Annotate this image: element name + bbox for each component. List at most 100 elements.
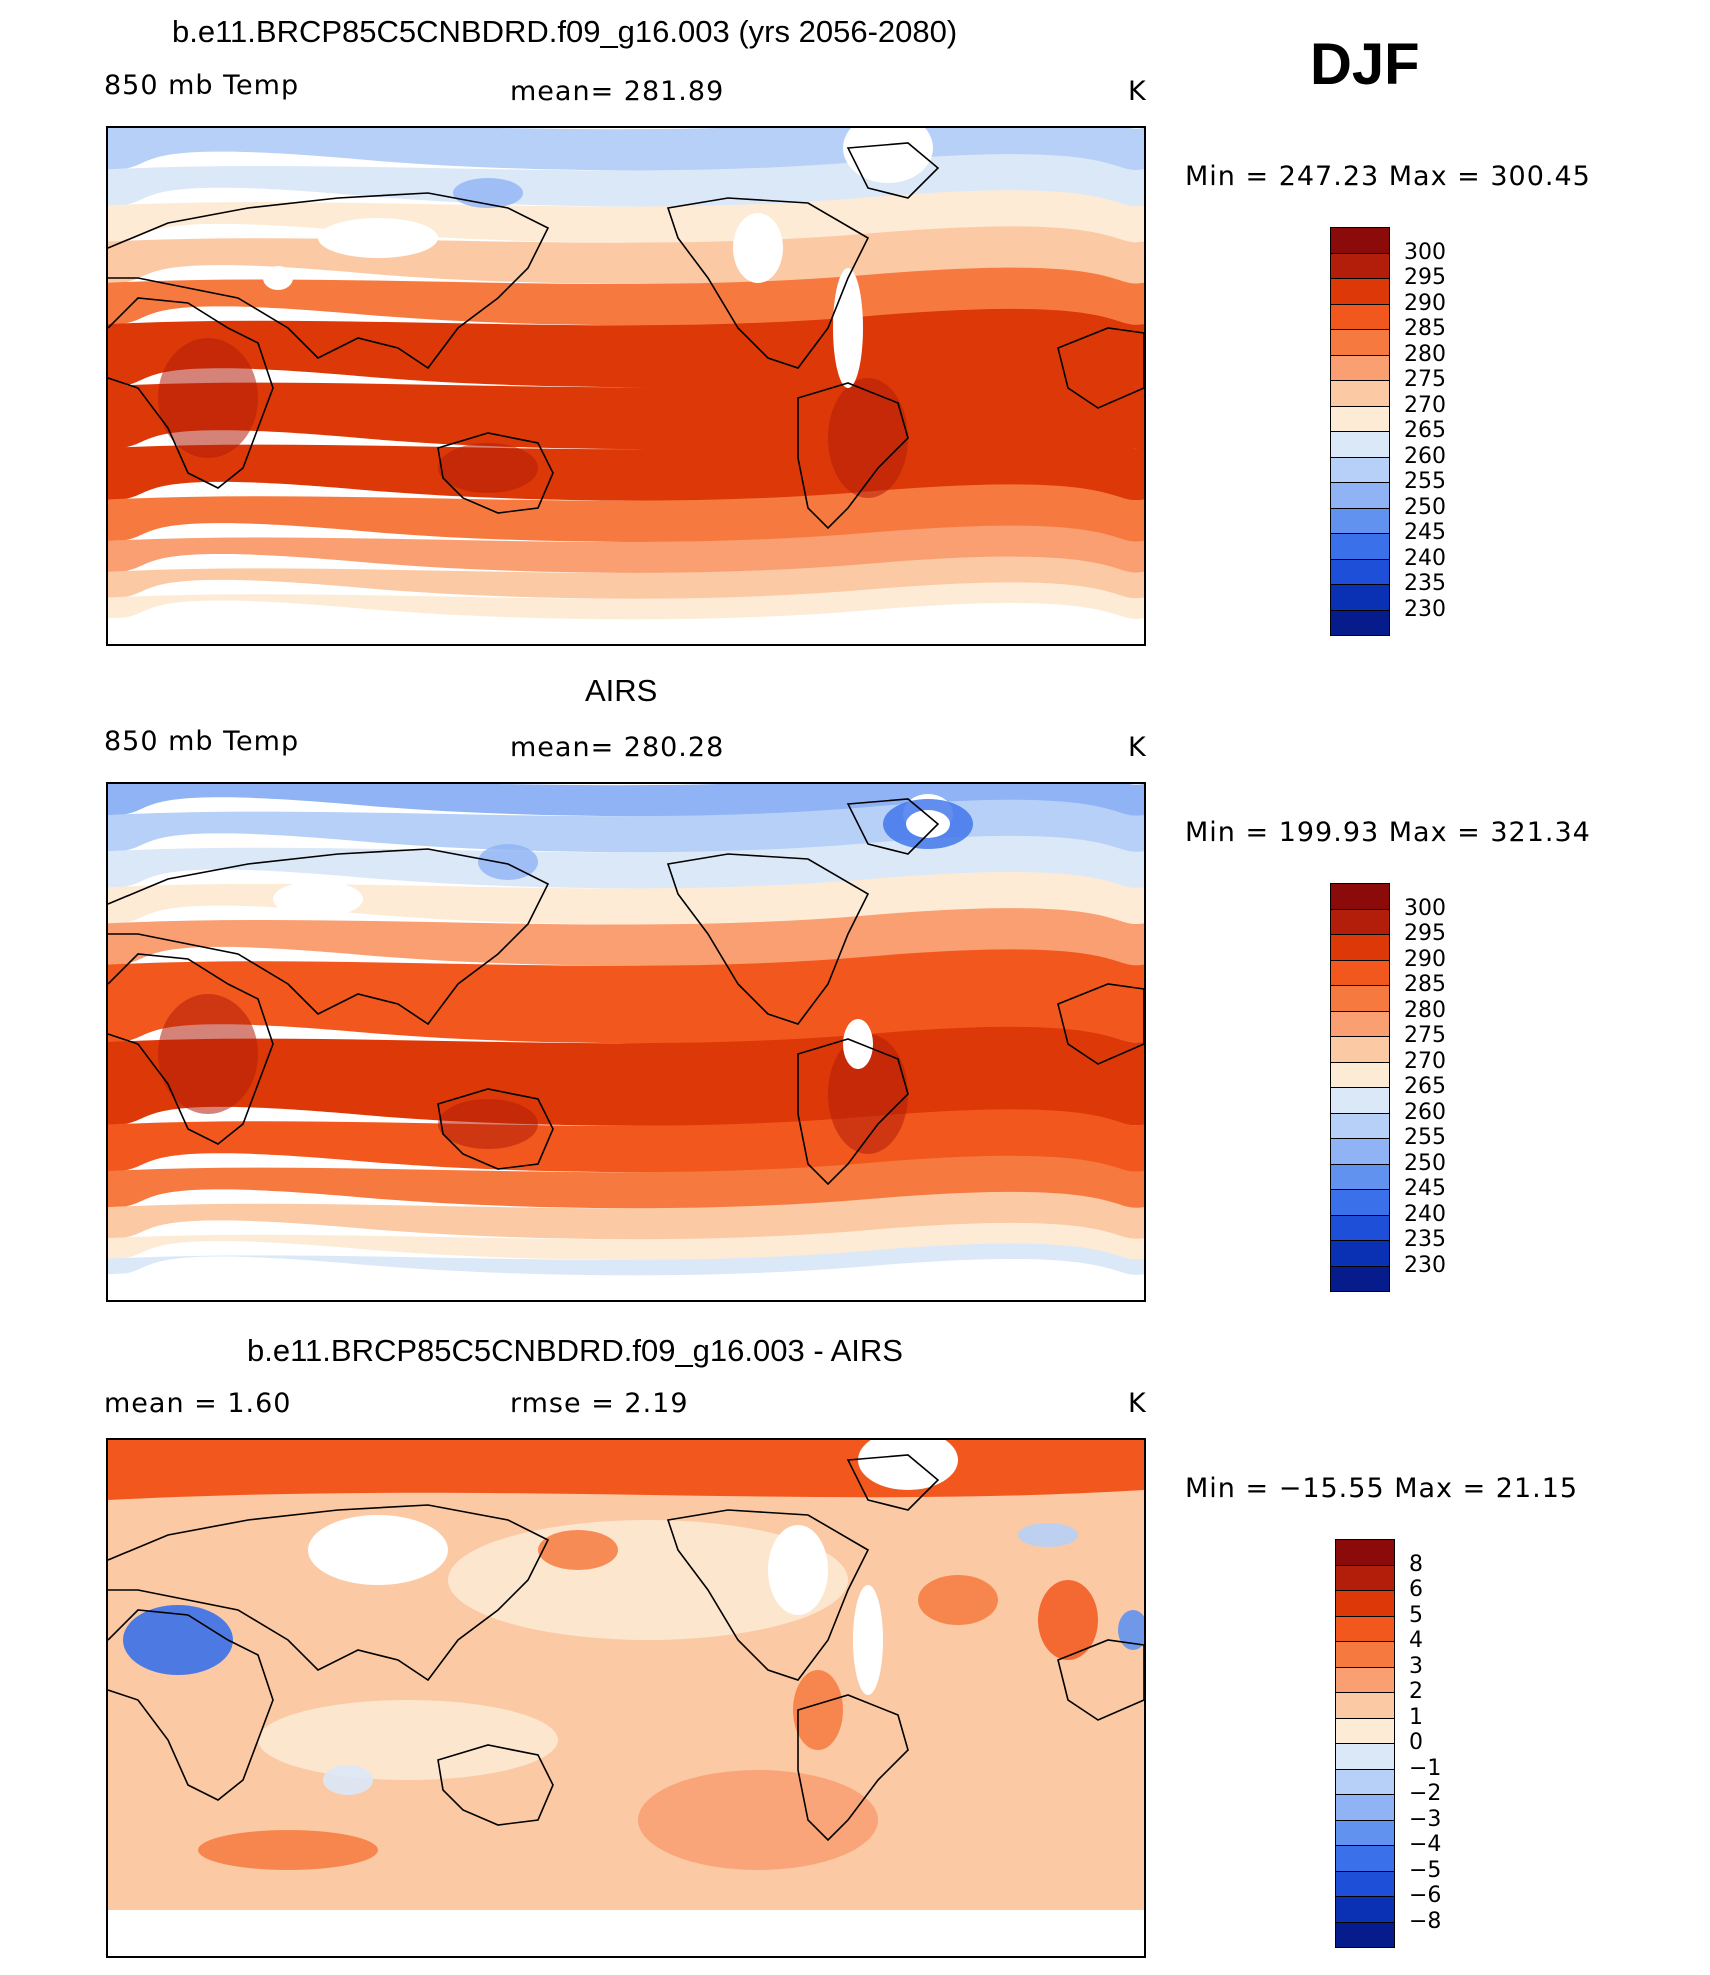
colorbar-tick-label: 245 <box>1404 520 1446 545</box>
colorbar-tick-label: −1 <box>1409 1755 1442 1781</box>
colorbar-tick-label: 280 <box>1404 997 1446 1023</box>
colorbar-swatch <box>1330 482 1390 509</box>
colorbar-tick-label: 270 <box>1404 392 1446 418</box>
colorbar-tick-label: −5 <box>1409 1857 1442 1883</box>
colorbar-swatch <box>1335 1921 1395 1948</box>
colorbar-swatch <box>1330 329 1390 356</box>
difference-map <box>106 1438 1146 1958</box>
colorbar-tick-label: 265 <box>1404 418 1446 443</box>
colorbar-tick-label: 1 <box>1409 1704 1423 1730</box>
colorbar-tick-label: 4 <box>1409 1628 1423 1653</box>
colorbar-swatch <box>1335 1539 1395 1566</box>
colorbar-swatch <box>1330 934 1390 961</box>
panel-title: b.e11.BRCP85C5CNBDRD.f09_g16.003 - AIRS <box>247 1333 903 1368</box>
colorbar-tick-label: −2 <box>1409 1781 1442 1806</box>
colorbar-swatch <box>1330 1010 1390 1037</box>
colorbar-tick-label: 230 <box>1404 1252 1446 1278</box>
colorbar-tick-label: 2 <box>1409 1679 1423 1704</box>
units-label: K <box>1128 1388 1147 1419</box>
colorbar-swatch <box>1330 1240 1390 1267</box>
colorbar-swatch <box>1330 1265 1390 1292</box>
colorbar-swatch <box>1330 1061 1390 1088</box>
colorbar-tick-label: 275 <box>1404 367 1446 392</box>
colorbar-swatch <box>1335 1819 1395 1846</box>
colorbar-tick-label: 245 <box>1404 1176 1446 1201</box>
colorbar-swatch <box>1330 354 1390 381</box>
colorbar-swatch <box>1335 1666 1395 1693</box>
colorbar-tick-label: 265 <box>1404 1074 1446 1099</box>
variable-label: 850 mb Temp <box>104 726 300 757</box>
colorbar-swatch <box>1330 609 1390 636</box>
colorbar-tick-label: −8 <box>1409 1908 1442 1934</box>
variable-label: 850 mb Temp <box>104 70 300 101</box>
colorbar-swatch <box>1330 227 1390 254</box>
rmse-label: rmse = 2.19 <box>510 1388 689 1419</box>
colorbar-tick-label: 8 <box>1409 1551 1423 1577</box>
colorbar-tick-label: 255 <box>1404 469 1446 494</box>
colorbar-swatch <box>1330 584 1390 611</box>
colorbar-tick-label: 280 <box>1404 341 1446 367</box>
colorbar-tick-label: 275 <box>1404 1023 1446 1048</box>
colorbar-tick-label: 3 <box>1409 1653 1423 1679</box>
colorbar-swatch <box>1330 456 1390 483</box>
units-label: K <box>1128 76 1147 107</box>
units-label: K <box>1128 732 1147 763</box>
colorbar-swatch <box>1330 1087 1390 1114</box>
colorbar-swatch <box>1330 1036 1390 1063</box>
colorbar-tick-label: 235 <box>1404 1227 1446 1252</box>
colorbar-swatch <box>1330 1189 1390 1216</box>
colorbar-tick-label: 255 <box>1404 1125 1446 1150</box>
min-max-label: Min = 247.23 Max = 300.45 <box>1185 161 1591 192</box>
colorbar-tick-label: 260 <box>1404 1099 1446 1125</box>
colorbar-swatch <box>1335 1870 1395 1897</box>
colorbar-swatch <box>1335 1794 1395 1821</box>
obs-temperature-map <box>106 782 1146 1302</box>
colorbar-swatch <box>1330 959 1390 986</box>
colorbar-swatch <box>1330 507 1390 534</box>
colorbar-tick-label: 285 <box>1404 972 1446 997</box>
colorbar-tick-label: 235 <box>1404 571 1446 596</box>
colorbar-swatch <box>1335 1845 1395 1872</box>
colorbar-swatch <box>1335 1768 1395 1795</box>
mean-label: mean = 1.60 <box>104 1388 292 1419</box>
colorbar-swatch <box>1330 278 1390 305</box>
min-max-label: Min = −15.55 Max = 21.15 <box>1185 1473 1579 1504</box>
colorbar-swatch <box>1330 1163 1390 1190</box>
colorbar-tick-label: 230 <box>1404 596 1446 622</box>
colorbar-tick-label: 285 <box>1404 316 1446 341</box>
colorbar-swatch <box>1335 1590 1395 1617</box>
colorbar-tick-label: 6 <box>1409 1577 1423 1602</box>
mean-label: mean= 281.89 <box>510 76 725 107</box>
colorbar-swatch <box>1335 1692 1395 1719</box>
colorbar-tick-label: 5 <box>1409 1602 1423 1628</box>
colorbar-tick-label: 270 <box>1404 1048 1446 1074</box>
colorbar-swatch <box>1330 1214 1390 1241</box>
colorbar-tick-label: 240 <box>1404 545 1446 571</box>
colorbar-swatch <box>1330 533 1390 560</box>
colorbar-tick-label: 240 <box>1404 1201 1446 1227</box>
colorbar-swatch <box>1330 1112 1390 1139</box>
colorbar-tick-label: 295 <box>1404 921 1446 946</box>
colorbar-tick-label: 260 <box>1404 443 1446 469</box>
colorbar-swatch <box>1335 1564 1395 1591</box>
colorbar-swatch <box>1330 883 1390 910</box>
model-temperature-map <box>106 126 1146 646</box>
colorbar-swatch <box>1330 1138 1390 1165</box>
colorbar-swatch <box>1330 303 1390 330</box>
colorbar-swatch <box>1330 985 1390 1012</box>
colorbar-tick-label: 290 <box>1404 946 1446 972</box>
colorbar-tick-label: 300 <box>1404 895 1446 921</box>
panel-title: AIRS <box>585 673 658 708</box>
colorbar-swatch <box>1335 1717 1395 1744</box>
colorbar-tick-label: 250 <box>1404 494 1446 520</box>
colorbar-swatch <box>1335 1615 1395 1642</box>
colorbar-tick-label: 295 <box>1404 265 1446 290</box>
colorbar-tick-label: 0 <box>1409 1730 1423 1755</box>
colorbar-tick-label: −3 <box>1409 1806 1442 1832</box>
colorbar-tick-label: 300 <box>1404 239 1446 265</box>
colorbar-swatch <box>1330 908 1390 935</box>
season-label: DJF <box>1310 32 1420 97</box>
colorbar-swatch <box>1330 405 1390 432</box>
min-max-label: Min = 199.93 Max = 321.34 <box>1185 817 1591 848</box>
colorbar-swatch <box>1335 1743 1395 1770</box>
